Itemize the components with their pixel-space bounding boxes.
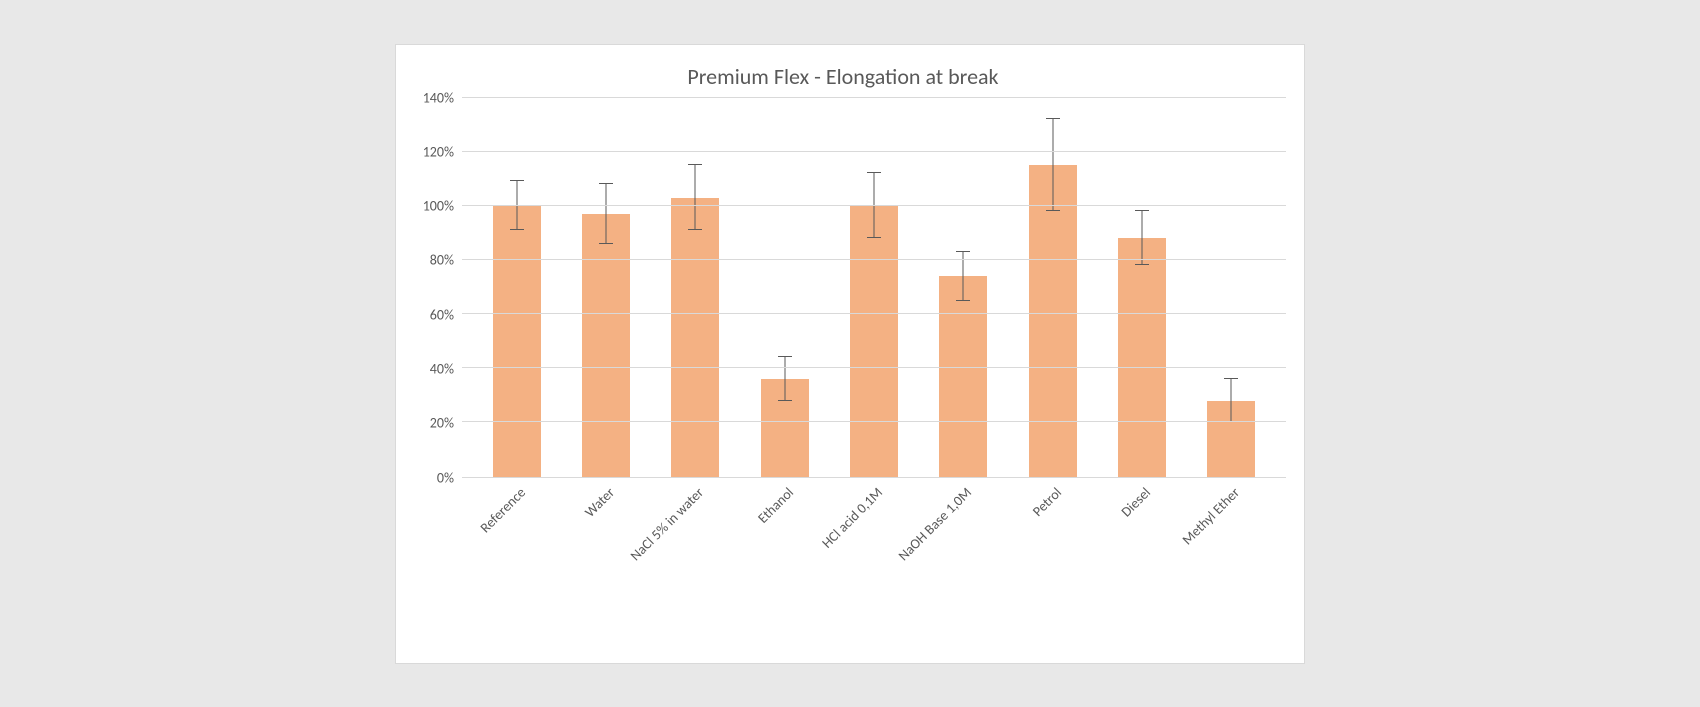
x-slot: Reference	[472, 478, 561, 638]
y-tick-label: 40%	[430, 360, 454, 377]
error-bar	[1231, 379, 1232, 422]
x-slot: NaOH Base 1,0M	[919, 478, 1008, 638]
error-bar	[784, 357, 785, 400]
bar	[582, 214, 630, 477]
error-cap-top	[867, 172, 881, 173]
x-tick-label: Diesel	[1118, 484, 1154, 520]
bar-slot	[1187, 98, 1276, 477]
chart-title: Premium Flex - Elongation at break	[400, 63, 1286, 90]
bar	[493, 206, 541, 477]
error-cap-bottom	[778, 400, 792, 401]
bar-slot	[472, 98, 561, 477]
bar-slot	[1097, 98, 1186, 477]
error-cap-top	[599, 183, 613, 184]
error-cap-bottom	[688, 229, 702, 230]
error-cap-top	[778, 356, 792, 357]
error-bar	[873, 173, 874, 238]
bar-slot	[561, 98, 650, 477]
error-cap-bottom	[867, 237, 881, 238]
gridline	[462, 151, 1286, 152]
x-tick-label: Reference	[476, 484, 528, 536]
error-cap-top	[688, 164, 702, 165]
error-cap-bottom	[1135, 264, 1149, 265]
y-tick-label: 120%	[423, 143, 454, 160]
error-cap-top	[956, 251, 970, 252]
gridline	[462, 313, 1286, 314]
error-cap-bottom	[956, 300, 970, 301]
y-tick-label: 60%	[430, 306, 454, 323]
x-tick-label: Petrol	[1029, 484, 1065, 520]
error-bar	[516, 181, 517, 230]
gridline	[462, 97, 1286, 98]
x-slot: Ethanol	[740, 478, 829, 638]
x-slot: NaCl 5% in water	[651, 478, 740, 638]
error-cap-bottom	[1046, 210, 1060, 211]
plot-area: 0%20%40%60%80%100%120%140%	[400, 98, 1286, 478]
bar-slot	[651, 98, 740, 477]
error-bar	[1052, 119, 1053, 211]
x-slot: Diesel	[1097, 478, 1186, 638]
x-tick-label: Water	[581, 484, 618, 521]
error-bar	[695, 165, 696, 230]
error-cap-bottom	[599, 243, 613, 244]
error-bar	[1141, 211, 1142, 265]
bar	[1029, 165, 1077, 476]
bar-slot	[740, 98, 829, 477]
gridline	[462, 205, 1286, 206]
error-cap-top	[1046, 118, 1060, 119]
gridline	[462, 259, 1286, 260]
gridline	[462, 367, 1286, 368]
bar	[939, 276, 987, 476]
x-tick-label: Ethanol	[754, 484, 797, 527]
chart-card: Premium Flex - Elongation at break 0% 20%…	[395, 44, 1305, 664]
y-tick-label: 140%	[423, 89, 454, 106]
x-axis: Reference Water NaCl 5% in water Ethanol HCl…	[462, 478, 1286, 638]
y-tick-label: 80%	[430, 252, 454, 269]
plot	[462, 98, 1286, 478]
x-slot: Methyl Ether	[1187, 478, 1276, 638]
bar-slot	[829, 98, 918, 477]
error-bar	[605, 184, 606, 244]
y-tick-label: 20%	[430, 415, 454, 432]
x-tick-label: HCl acid 0,1M	[818, 484, 886, 552]
x-tick-label: Methyl Ether	[1179, 484, 1243, 548]
bar	[850, 206, 898, 477]
bars-container	[462, 98, 1286, 477]
gridline	[462, 421, 1286, 422]
y-axis: 0%20%40%60%80%100%120%140%	[400, 98, 462, 478]
bar	[671, 198, 719, 477]
y-tick-label: 100%	[423, 198, 454, 215]
bar-slot	[919, 98, 1008, 477]
bar-slot	[1008, 98, 1097, 477]
error-cap-top	[1135, 210, 1149, 211]
error-cap-bottom	[510, 229, 524, 230]
y-tick-label: 0%	[437, 469, 454, 486]
error-cap-top	[1224, 378, 1238, 379]
error-cap-top	[510, 180, 524, 181]
x-slot: Petrol	[1008, 478, 1097, 638]
bar	[1118, 238, 1166, 476]
